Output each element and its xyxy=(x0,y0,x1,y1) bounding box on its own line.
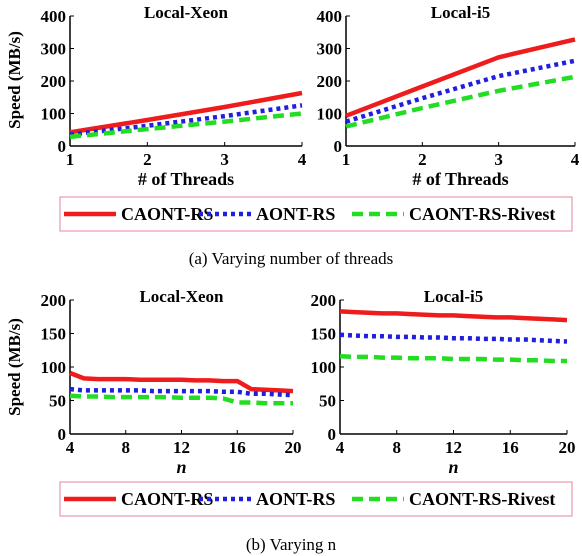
legend-2: CAONT-RS AONT-RS CAONT-RS-Rivest (b) Varyin… xyxy=(59,481,573,554)
y-tick-label: 200 xyxy=(311,291,337,310)
chart-panel-2: 0 100 200 300 400 1 2 3 4 Local-i5 # of Threads xyxy=(317,3,580,189)
caption: (b) Varying n xyxy=(246,535,337,554)
legend-label-aont-rs: AONT-RS xyxy=(256,204,335,224)
x-tick-label: 2 xyxy=(418,150,427,169)
chart-panel-1: 0 100 200 300 400 1 2 3 4 Local-Xeon # of Threads S… xyxy=(5,3,307,189)
y-tick-label: 150 xyxy=(41,325,67,344)
x-tick-label: 4 xyxy=(571,150,580,169)
x-axis-label: # of Threads xyxy=(412,169,508,189)
legend-label-caont-rs: CAONT-RS xyxy=(121,489,213,509)
y-axis-label: Speed (MB/s) xyxy=(5,31,24,129)
series-line-caont-rs-rivest xyxy=(69,393,293,406)
y-tick-label: 100 xyxy=(41,105,67,124)
x-tick-label: 4 xyxy=(66,438,75,457)
y-tick-label: 100 xyxy=(317,105,343,124)
y-tick-label: 50 xyxy=(49,392,66,411)
y-axis-label: Speed (MB/s) xyxy=(5,318,24,416)
legend-label-aont-rs: AONT-RS xyxy=(256,489,335,509)
x-axis-label: n xyxy=(448,457,458,477)
x-tick-label: 8 xyxy=(393,438,402,457)
y-tick-label: 50 xyxy=(319,392,336,411)
chart-title: Local-Xeon xyxy=(139,287,224,306)
series-line-aont-rs xyxy=(339,332,568,344)
series-line-caont-rs xyxy=(69,370,294,394)
legend-box xyxy=(59,481,573,517)
x-tick-label: 4 xyxy=(336,438,345,457)
x-tick-label: 2 xyxy=(143,150,152,169)
chart-panel-4: 0 50 100 150 200 4 8 12 16 20 Local-i5 n xyxy=(311,287,576,477)
y-tick-label: 100 xyxy=(41,358,67,377)
y-tick-label: 400 xyxy=(41,7,67,26)
y-tick-label: 0 xyxy=(334,137,343,156)
x-tick-label: 12 xyxy=(445,438,462,457)
series-line-caont-rs xyxy=(345,37,576,118)
series-line-caont-rs xyxy=(69,90,303,135)
y-tick-label: 0 xyxy=(328,425,337,444)
legend-label-caont-rs-rivest: CAONT-RS-Rivest xyxy=(409,489,555,509)
chart-panel-3: 0 50 100 150 200 4 8 12 16 20 Local-Xeon n Speed (MB… xyxy=(5,287,302,477)
series-line-caont-rs-rivest xyxy=(69,111,303,140)
x-tick-label: 1 xyxy=(66,150,75,169)
series-line-aont-rs xyxy=(69,386,294,398)
caption: (a) Varying number of threads xyxy=(189,249,394,268)
x-tick-label: 16 xyxy=(502,438,519,457)
legend-1: CAONT-RS AONT-RS CAONT-RS-Rivest (a) Varyin… xyxy=(59,196,573,268)
x-tick-label: 3 xyxy=(220,150,229,169)
chart-title: Local-i5 xyxy=(424,287,484,306)
y-tick-label: 400 xyxy=(317,7,343,26)
y-tick-label: 0 xyxy=(58,425,67,444)
x-tick-label: 20 xyxy=(285,438,302,457)
series-line-caont-rs-rivest xyxy=(345,74,576,129)
x-axis-label: n xyxy=(176,457,186,477)
y-tick-label: 300 xyxy=(41,40,67,59)
y-tick-label: 200 xyxy=(41,291,67,310)
legend-box xyxy=(59,196,573,232)
chart-title: Local-i5 xyxy=(431,3,491,22)
legend-label-caont-rs: CAONT-RS xyxy=(121,204,213,224)
x-tick-label: 1 xyxy=(342,150,351,169)
series-line-caont-rs xyxy=(339,309,568,323)
y-tick-label: 150 xyxy=(311,325,337,344)
x-tick-label: 4 xyxy=(298,150,307,169)
x-tick-label: 3 xyxy=(494,150,503,169)
x-tick-label: 16 xyxy=(229,438,246,457)
y-tick-label: 200 xyxy=(41,72,67,91)
x-tick-label: 12 xyxy=(173,438,190,457)
y-tick-label: 100 xyxy=(311,358,337,377)
y-tick-label: 200 xyxy=(317,72,343,91)
y-tick-label: 0 xyxy=(58,137,67,156)
x-axis-label: # of Threads xyxy=(138,169,234,189)
x-tick-label: 8 xyxy=(122,438,131,457)
chart-title: Local-Xeon xyxy=(144,3,229,22)
legend-label-caont-rs-rivest: CAONT-RS-Rivest xyxy=(409,204,555,224)
y-tick-label: 300 xyxy=(317,40,343,59)
x-tick-label: 20 xyxy=(559,438,576,457)
series-line-caont-rs-rivest xyxy=(339,354,567,364)
series-line-aont-rs xyxy=(69,103,303,137)
